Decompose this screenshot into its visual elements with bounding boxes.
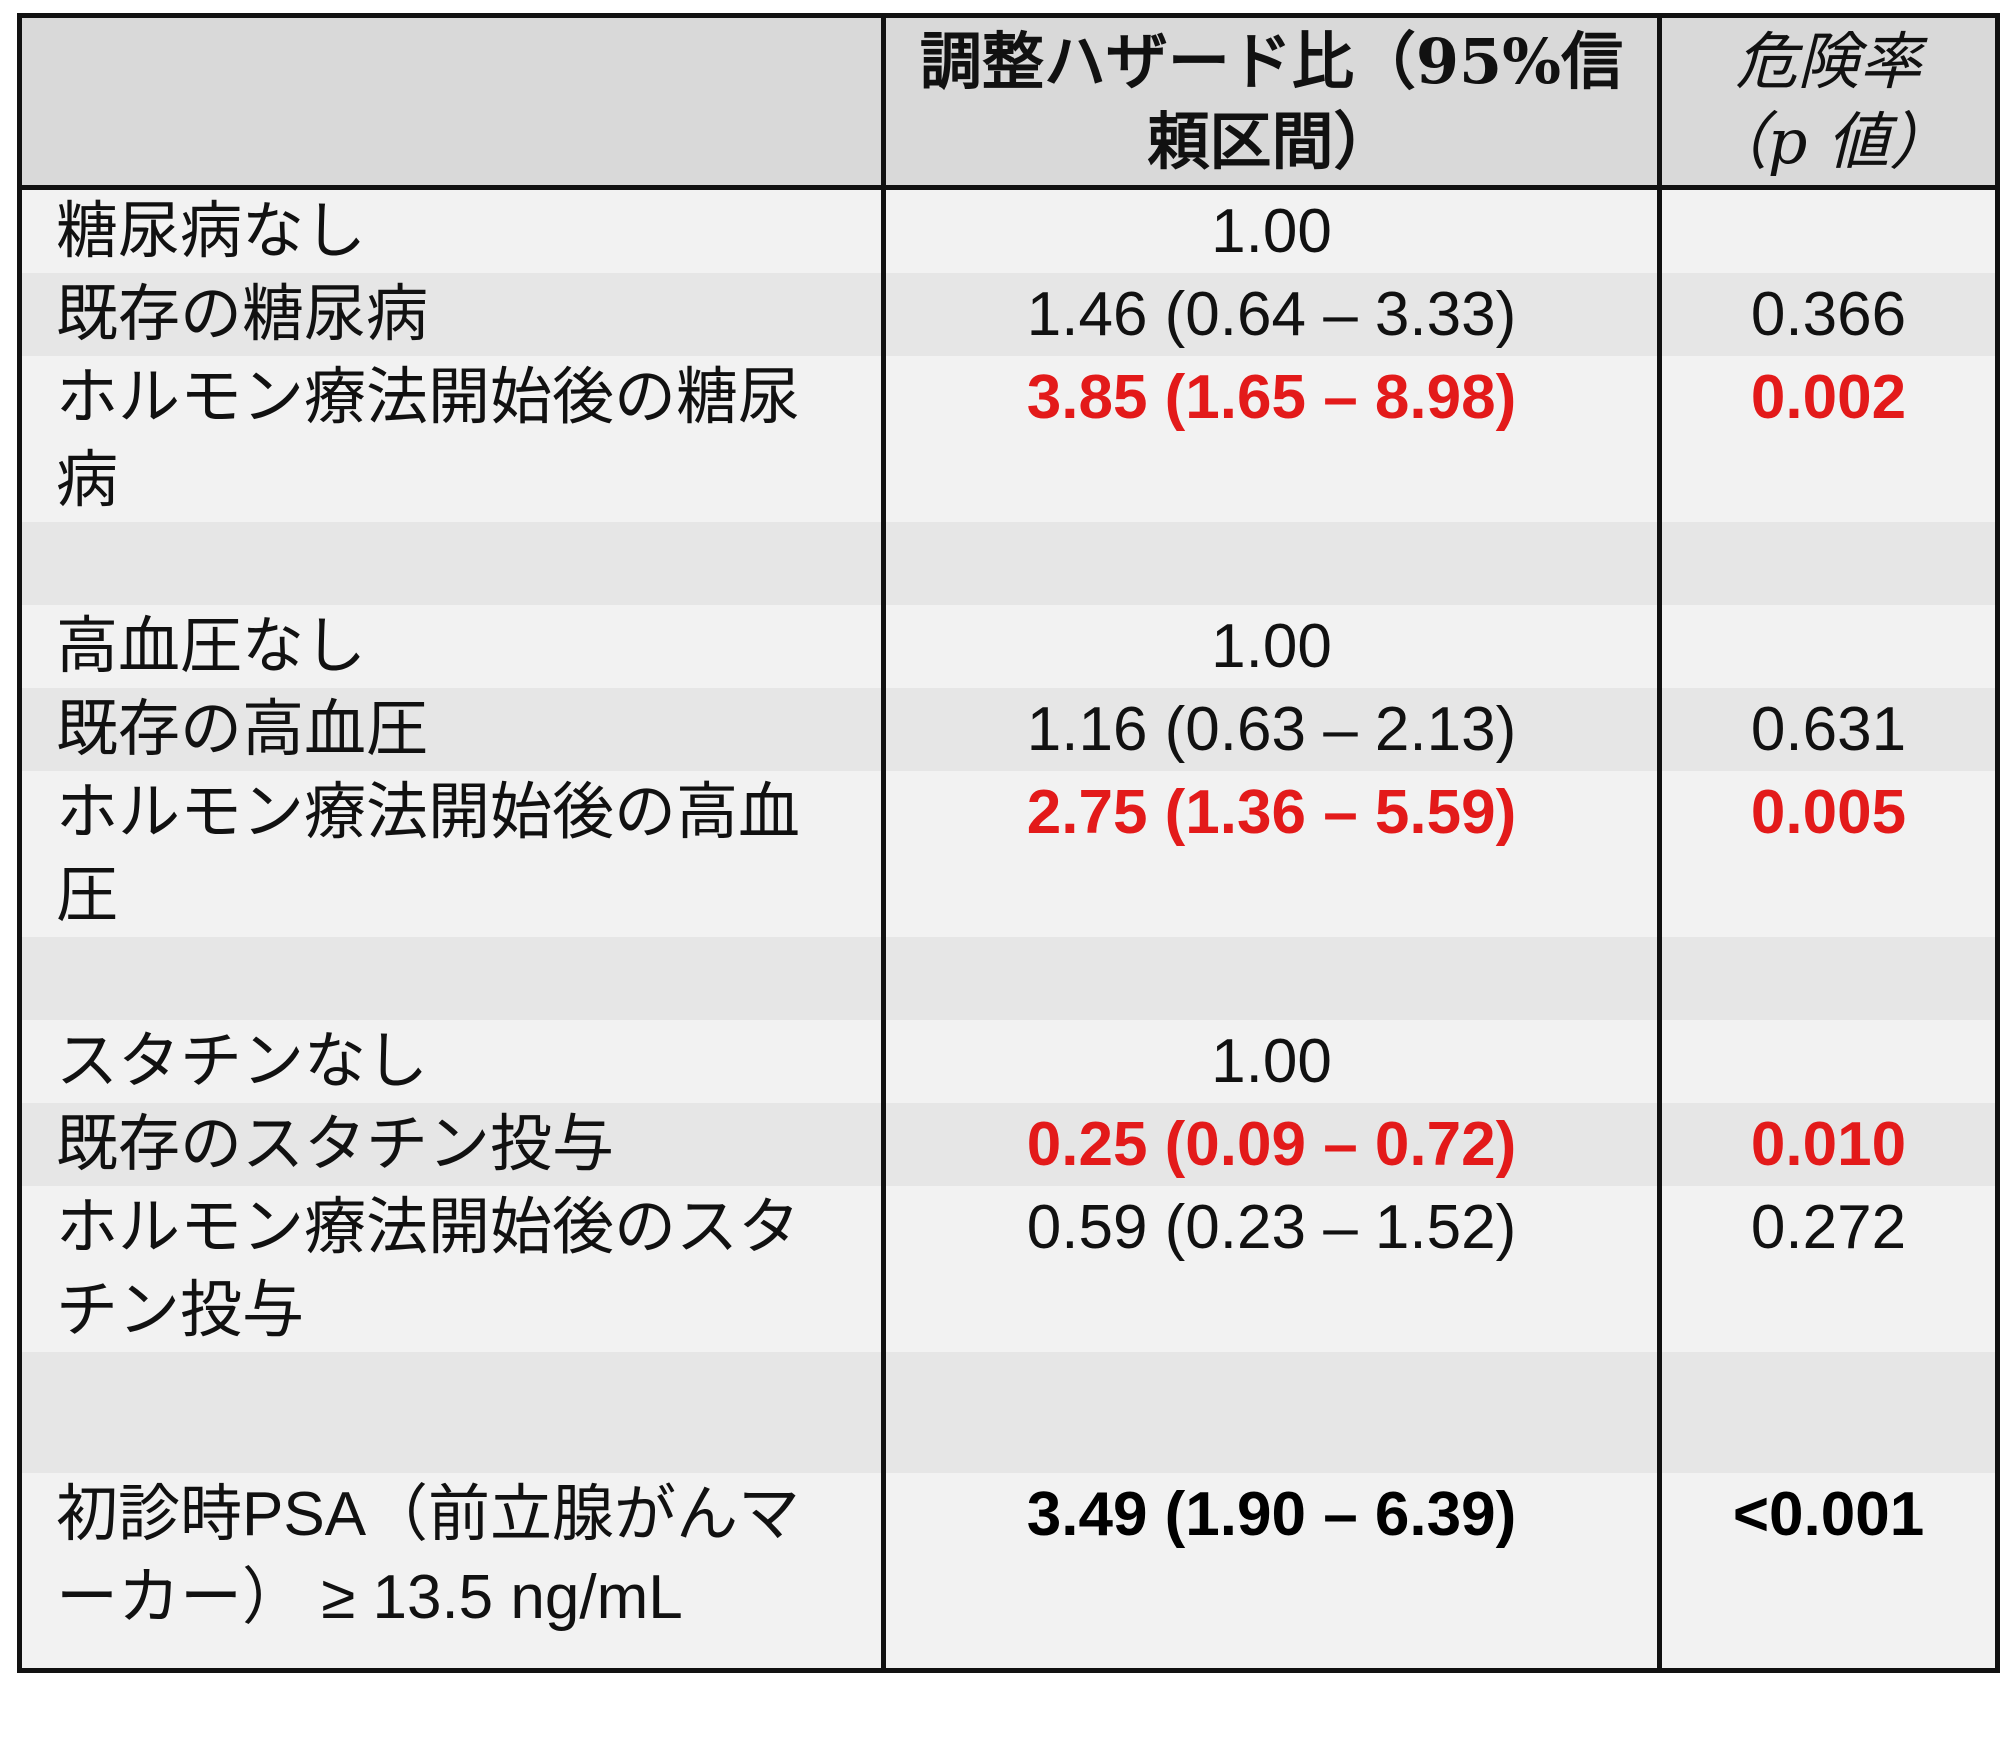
spacer-cell: [881, 1352, 1662, 1473]
cell-text: 高血圧なし: [56, 612, 367, 681]
spacer-cell: [17, 937, 886, 1020]
cell-p: [1657, 187, 2000, 273]
cell-hr: 0.59 (0.23 – 1.52): [881, 1186, 1662, 1352]
cell-text: 2.75 (1.36 – 5.59): [1026, 778, 1517, 847]
cell-text: ホルモン療法開始後のスタチン投与: [56, 1193, 801, 1345]
results-table: 調整ハザード比（95%信頼区間） 危険率（p 値） 糖尿病なし 1.00 既存の糖尿…: [17, 13, 2000, 1673]
header-row: 調整ハザード比（95%信頼区間） 危険率（p 値）: [17, 15, 2000, 190]
cell-text: 糖尿病なし: [56, 197, 367, 266]
table-row: スタチンなし 1.00: [17, 1020, 2000, 1103]
table-row: ホルモン療法開始後の糖尿病 3.85 (1.65 – 8.98) 0.002: [17, 356, 2000, 522]
cell-text: 0.002: [1750, 363, 1907, 432]
table-row: 高血圧なし 1.00: [17, 605, 2000, 688]
cell-label: 既存のスタチン投与: [17, 1103, 886, 1186]
cell-hr: 1.00: [881, 1020, 1662, 1103]
cell-text: <0.001: [1732, 1480, 1925, 1549]
table-row: 初診時PSA（前立腺がんマーカー） ≥ 13.5 ng/mL 3.49 (1.90…: [17, 1473, 2000, 1671]
cell-text: 1.46 (0.64 – 3.33): [1026, 280, 1517, 349]
cell-hr: 3.49 (1.90 – 6.39): [881, 1473, 1662, 1671]
table-row: ホルモン療法開始後の高血圧 2.75 (1.36 – 5.59) 0.005: [17, 771, 2000, 937]
spacer-cell: [17, 522, 886, 605]
cell-text: 0.25 (0.09 – 0.72): [1026, 1110, 1517, 1179]
cell-p: 0.002: [1657, 356, 2000, 522]
spacer-cell: [17, 1352, 886, 1473]
cell-p: [1657, 1020, 2000, 1103]
spacer-cell: [881, 522, 1662, 605]
table-row: 既存のスタチン投与 0.25 (0.09 – 0.72) 0.010: [17, 1103, 2000, 1186]
spacer-cell: [881, 937, 1662, 1020]
cell-p: 0.005: [1657, 771, 2000, 937]
spacer-cell: [1657, 1352, 2000, 1473]
cell-label: 既存の糖尿病: [17, 273, 886, 356]
cell-hr: 2.75 (1.36 – 5.59): [881, 771, 1662, 937]
cell-text: 0.010: [1750, 1110, 1907, 1179]
cell-text: 既存の糖尿病: [56, 280, 429, 349]
cell-label: ホルモン療法開始後の高血圧: [17, 771, 886, 937]
table-row: ホルモン療法開始後のスタチン投与 0.59 (0.23 – 1.52) 0.272: [17, 1186, 2000, 1352]
cell-p: [1657, 605, 2000, 688]
cell-label: ホルモン療法開始後のスタチン投与: [17, 1186, 886, 1352]
spacer-row: [17, 1352, 2000, 1473]
cell-text: ホルモン療法開始後の糖尿病: [56, 363, 801, 515]
cell-text: 1.16 (0.63 – 2.13): [1026, 695, 1517, 764]
cell-text: 初診時PSA（前立腺がんマーカー） ≥ 13.5 ng/mL: [56, 1480, 801, 1632]
table-row: 糖尿病なし 1.00: [17, 187, 2000, 273]
cell-p: 0.010: [1657, 1103, 2000, 1186]
cell-label: ホルモン療法開始後の糖尿病: [17, 356, 886, 522]
cell-text: 3.85 (1.65 – 8.98): [1026, 363, 1517, 432]
spacer-cell: [1657, 522, 2000, 605]
cell-text: 既存の高血圧: [56, 695, 429, 764]
spacer-cell: [1657, 937, 2000, 1020]
cell-p: <0.001: [1657, 1473, 2000, 1671]
cell-text: スタチンなし: [56, 1027, 429, 1096]
table-row: 既存の高血圧 1.16 (0.63 – 2.13) 0.631: [17, 688, 2000, 771]
cell-text: 0.366: [1750, 280, 1907, 349]
cell-hr: 1.00: [881, 187, 1662, 273]
cell-text: 1.00: [1211, 1027, 1332, 1096]
cell-text: 1.00: [1211, 612, 1332, 681]
header-p: 危険率（p 値）: [1657, 15, 2000, 190]
cell-hr: 3.85 (1.65 – 8.98): [881, 356, 1662, 522]
cell-p: 0.631: [1657, 688, 2000, 771]
spacer-row: [17, 522, 2000, 605]
cell-label: 高血圧なし: [17, 605, 886, 688]
table-row: 既存の糖尿病 1.46 (0.64 – 3.33) 0.366: [17, 273, 2000, 356]
cell-text: 0.005: [1750, 778, 1907, 847]
cell-label: スタチンなし: [17, 1020, 886, 1103]
cell-label: 初診時PSA（前立腺がんマーカー） ≥ 13.5 ng/mL: [17, 1473, 886, 1671]
cell-text: 0.631: [1750, 695, 1907, 764]
cell-hr: 1.46 (0.64 – 3.33): [881, 273, 1662, 356]
cell-text: 1.00: [1211, 197, 1332, 266]
cell-hr: 0.25 (0.09 – 0.72): [881, 1103, 1662, 1186]
cell-hr: 1.00: [881, 605, 1662, 688]
cell-text: 0.59 (0.23 – 1.52): [1026, 1193, 1517, 1262]
spacer-row: [17, 937, 2000, 1020]
cell-text: 3.49 (1.90 – 6.39): [1026, 1480, 1517, 1549]
cell-p: 0.366: [1657, 273, 2000, 356]
cell-text: 0.272: [1750, 1193, 1907, 1262]
header-empty: [17, 15, 886, 190]
table-body: 糖尿病なし 1.00 既存の糖尿病 1.46 (0.64 – 3.33) 0.366 ホル…: [17, 187, 2000, 1671]
cell-label: 糖尿病なし: [17, 187, 886, 273]
cell-p: 0.272: [1657, 1186, 2000, 1352]
header-hr: 調整ハザード比（95%信頼区間）: [881, 15, 1662, 190]
cell-label: 既存の高血圧: [17, 688, 886, 771]
cell-text: 既存のスタチン投与: [56, 1110, 615, 1179]
cell-hr: 1.16 (0.63 – 2.13): [881, 688, 1662, 771]
cell-text: ホルモン療法開始後の高血圧: [56, 778, 801, 930]
